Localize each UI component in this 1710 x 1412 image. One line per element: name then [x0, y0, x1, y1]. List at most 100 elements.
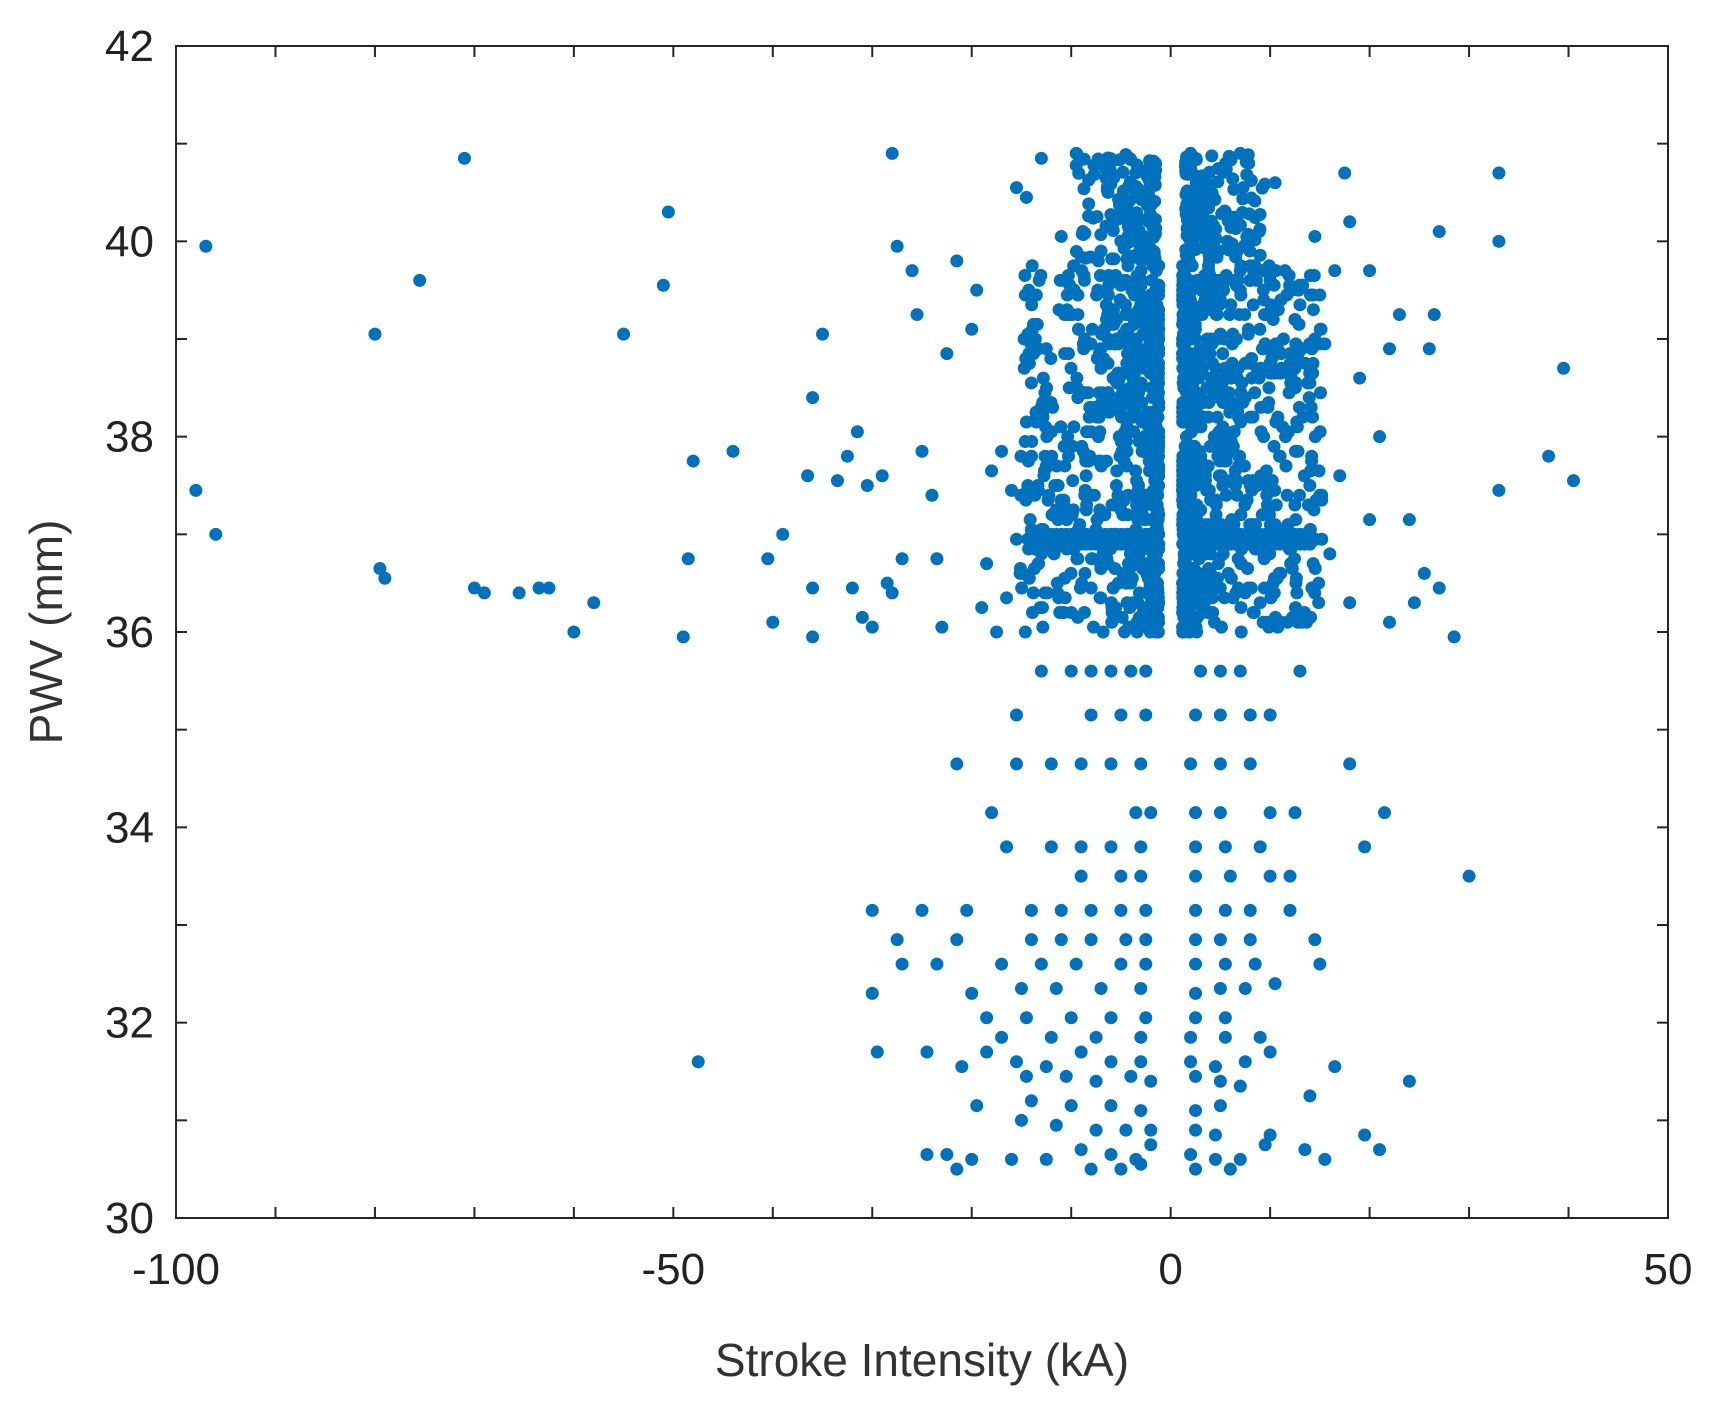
- data-point: [1074, 869, 1088, 883]
- data-point: [1492, 166, 1506, 180]
- data-point: [1150, 444, 1164, 458]
- data-point: [1179, 576, 1193, 590]
- data-point: [1278, 264, 1292, 278]
- data-point: [1198, 547, 1212, 561]
- data-point: [1124, 278, 1138, 292]
- data-point: [1542, 449, 1556, 463]
- data-point: [1233, 146, 1247, 160]
- data-point: [761, 552, 775, 566]
- data-point: [1129, 806, 1143, 820]
- data-point: [1238, 981, 1252, 995]
- data-point: [1132, 547, 1146, 561]
- data-point: [1281, 425, 1295, 439]
- data-point: [1148, 576, 1162, 590]
- data-point: [1212, 425, 1226, 439]
- data-point: [1075, 576, 1089, 590]
- data-point: [1112, 371, 1126, 385]
- data-point: [1217, 283, 1231, 297]
- data-point: [1149, 527, 1163, 541]
- data-point: [840, 449, 854, 463]
- data-point: [1099, 298, 1113, 312]
- data-point: [1185, 371, 1199, 385]
- data-point: [965, 322, 979, 336]
- data-point: [1134, 757, 1148, 771]
- data-point: [1117, 241, 1131, 255]
- data-point: [995, 957, 1009, 971]
- data-point: [1224, 220, 1238, 234]
- data-point: [1115, 410, 1129, 424]
- data-point: [1134, 1030, 1148, 1044]
- data-point: [1263, 1045, 1277, 1059]
- data-point: [1061, 430, 1075, 444]
- data-point: [1206, 591, 1220, 605]
- data-point: [1064, 566, 1078, 580]
- data-point: [980, 557, 994, 571]
- data-point: [1143, 337, 1157, 351]
- data-point: [1135, 395, 1149, 409]
- data-point: [1124, 332, 1138, 346]
- data-point: [1313, 957, 1327, 971]
- data-point: [1094, 562, 1108, 576]
- data-point: [1234, 508, 1248, 522]
- data-point: [1211, 273, 1225, 287]
- data-point: [1066, 503, 1080, 517]
- data-point: [1087, 168, 1101, 182]
- data-point: [1119, 933, 1133, 947]
- data-point: [1080, 498, 1094, 512]
- data-point: [1114, 869, 1128, 883]
- data-point: [1082, 410, 1096, 424]
- data-point: [806, 630, 820, 644]
- data-point: [1240, 493, 1254, 507]
- data-point: [1104, 757, 1118, 771]
- data-point: [1195, 361, 1209, 375]
- x-tick-label: 50: [1644, 1245, 1693, 1294]
- data-point: [1112, 192, 1126, 206]
- data-point: [1303, 366, 1317, 380]
- data-point: [1209, 246, 1223, 260]
- data-point: [1280, 488, 1294, 502]
- data-point: [1179, 202, 1193, 216]
- data-point: [1144, 1138, 1158, 1152]
- data-point: [1094, 981, 1108, 995]
- data-point: [1305, 454, 1319, 468]
- data-point: [1289, 601, 1303, 615]
- data-point: [1179, 243, 1193, 257]
- data-point: [1143, 178, 1157, 192]
- data-point: [1378, 806, 1392, 820]
- data-point: [1234, 625, 1248, 639]
- data-point: [980, 1045, 994, 1059]
- data-point: [1121, 347, 1135, 361]
- data-point: [1208, 581, 1222, 595]
- data-point: [1245, 518, 1259, 532]
- data-point: [1079, 469, 1093, 483]
- data-point: [1036, 410, 1050, 424]
- data-point: [1114, 1162, 1128, 1176]
- data-point: [1104, 152, 1118, 166]
- data-point: [1285, 562, 1299, 576]
- data-point: [1133, 240, 1147, 254]
- data-point: [1241, 581, 1255, 595]
- y-tick-label: 42: [105, 22, 154, 71]
- data-point: [845, 581, 859, 595]
- data-point: [1152, 508, 1166, 522]
- data-point: [1019, 493, 1033, 507]
- data-point: [1034, 664, 1048, 678]
- data-point: [806, 581, 820, 595]
- data-point: [1090, 513, 1104, 527]
- data-point: [1264, 298, 1278, 312]
- data-point: [1053, 605, 1067, 619]
- data-point: [1129, 166, 1143, 180]
- data-point: [1099, 400, 1113, 414]
- data-point: [1225, 356, 1239, 370]
- data-point: [1422, 342, 1436, 356]
- data-point: [1293, 298, 1307, 312]
- data-point: [1328, 1060, 1342, 1074]
- data-point: [1198, 474, 1212, 488]
- data-point: [1114, 435, 1128, 449]
- data-point: [1189, 243, 1203, 257]
- data-point: [1293, 278, 1307, 292]
- data-point: [1142, 420, 1156, 434]
- y-tick-label: 32: [105, 999, 154, 1048]
- data-point: [1119, 1123, 1133, 1137]
- data-point: [1114, 503, 1128, 517]
